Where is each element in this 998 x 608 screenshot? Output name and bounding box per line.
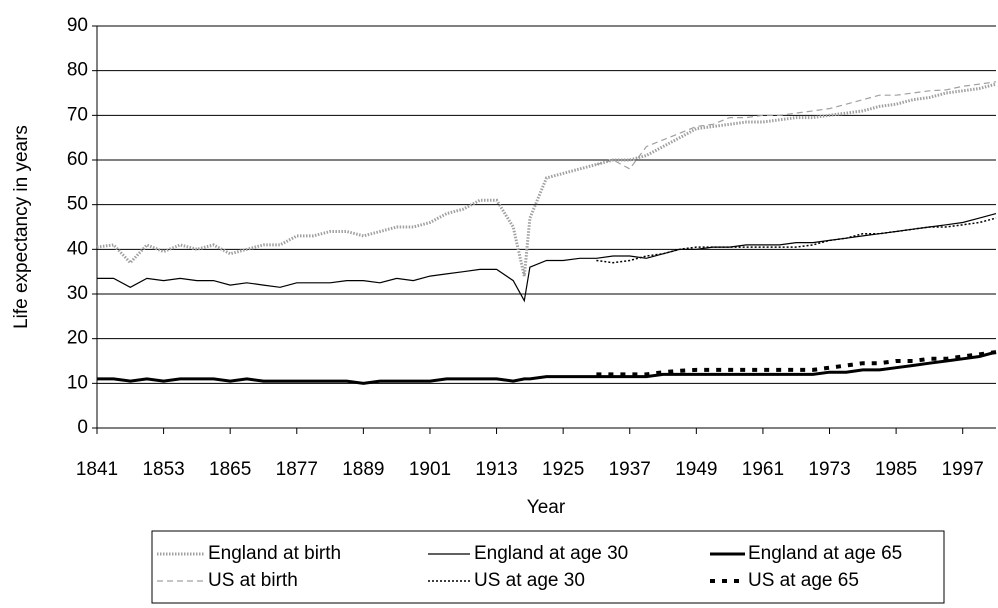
x-tick-label: 1841	[76, 459, 118, 480]
y-tick-label: 30	[67, 283, 88, 304]
y-tick-label: 40	[67, 238, 88, 259]
x-tick-label: 1961	[742, 459, 784, 480]
y-tick-label: 70	[67, 104, 88, 125]
y-tick-label: 90	[67, 15, 88, 36]
y-tick-label: 80	[67, 60, 88, 81]
x-tick-label: 1925	[542, 459, 584, 480]
legend-label: US at age 65	[748, 570, 859, 591]
x-tick-label: 1913	[475, 459, 517, 480]
legend-label: US at birth	[208, 570, 298, 591]
legend-box	[151, 530, 945, 604]
y-tick-label: 50	[67, 194, 88, 215]
y-axis-label: Life expectancy in years	[11, 125, 32, 329]
legend-label: England at age 65	[748, 543, 902, 564]
x-tick-label: 1997	[942, 459, 984, 480]
y-tick-label: 60	[67, 149, 88, 170]
x-axis-label: Year	[527, 497, 566, 518]
x-tick-label: 1865	[209, 459, 251, 480]
legend-label: US at age 30	[474, 570, 585, 591]
y-tick-label: 0	[77, 417, 88, 438]
legend-label: England at birth	[208, 543, 341, 564]
y-tick-label: 20	[67, 328, 88, 349]
data-line	[596, 217, 997, 264]
x-tick-label: 1973	[808, 459, 850, 480]
data-line	[96, 82, 997, 277]
data-line	[97, 350, 997, 385]
y-tick-label: 10	[67, 372, 88, 393]
x-tick-label: 1853	[142, 459, 184, 480]
x-tick-label: 1889	[342, 459, 384, 480]
x-tick-label: 1937	[609, 459, 651, 480]
x-tick-label: 1877	[276, 459, 318, 480]
x-tick-label: 1901	[409, 459, 451, 480]
data-line	[97, 213, 997, 303]
x-tick-label: 1949	[675, 459, 717, 480]
x-tick-label: 1985	[875, 459, 917, 480]
data-line	[596, 81, 997, 170]
legend-label: England at age 30	[474, 543, 628, 564]
